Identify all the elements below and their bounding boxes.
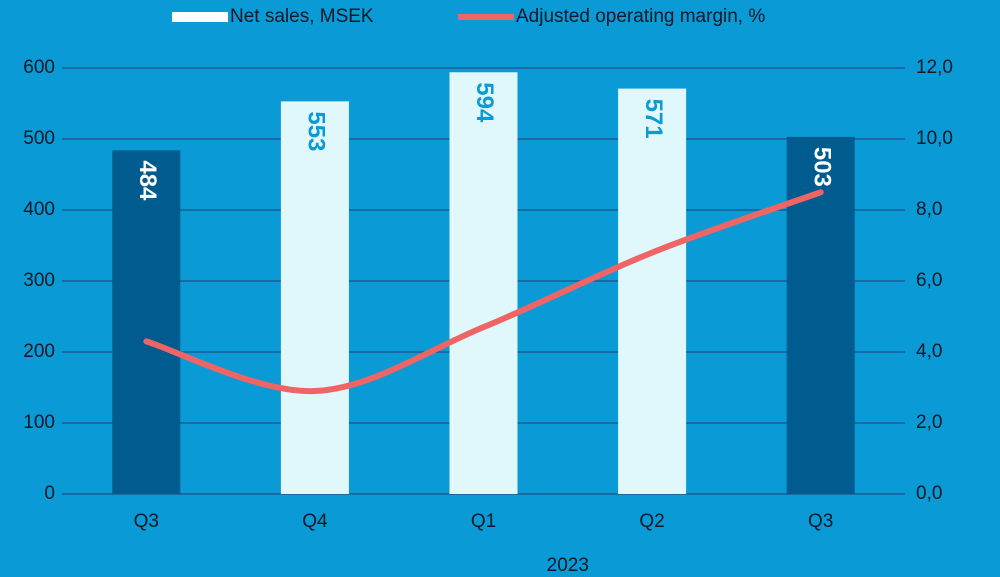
bar <box>449 72 518 494</box>
y2-tick-label: 6,0 <box>916 270 942 291</box>
y-tick-label: 0 <box>44 483 55 504</box>
bar <box>112 150 181 495</box>
x-tick-label: Q3 <box>134 511 159 532</box>
y-tick-label: 200 <box>23 341 55 362</box>
y2-tick-label: 8,0 <box>916 199 942 220</box>
x-group-label: 2023 <box>547 555 589 576</box>
bar-value-label: 484 <box>134 160 161 201</box>
bar-value-label: 553 <box>303 111 330 151</box>
legend-swatch <box>172 12 228 22</box>
x-tick-label: Q1 <box>471 511 496 532</box>
y2-tick-label: 0,0 <box>916 483 942 504</box>
legend-label: Adjusted operating margin, % <box>516 6 765 27</box>
x-tick-label: Q2 <box>639 511 664 532</box>
x-tick-label: Q3 <box>808 511 833 532</box>
x-tick-label: Q4 <box>302 511 328 532</box>
bar-value-label: 594 <box>471 82 498 123</box>
y2-tick-label: 4,0 <box>916 341 942 362</box>
y-tick-label: 100 <box>23 412 55 433</box>
bar <box>618 88 687 494</box>
bar-value-label: 571 <box>640 99 667 139</box>
y-tick-label: 300 <box>23 270 55 291</box>
y-tick-label: 600 <box>23 57 55 78</box>
line <box>143 189 824 395</box>
y2-tick-label: 12,0 <box>916 57 953 78</box>
legend-label: Net sales, MSEK <box>230 6 374 27</box>
bar-value-label: 503 <box>808 147 835 187</box>
y-tick-label: 500 <box>23 128 55 149</box>
bar <box>280 101 349 495</box>
y-tick-label: 400 <box>23 199 55 220</box>
bar <box>786 136 855 494</box>
y2-tick-label: 10,0 <box>916 128 953 149</box>
y2-tick-label: 2,0 <box>916 412 942 433</box>
